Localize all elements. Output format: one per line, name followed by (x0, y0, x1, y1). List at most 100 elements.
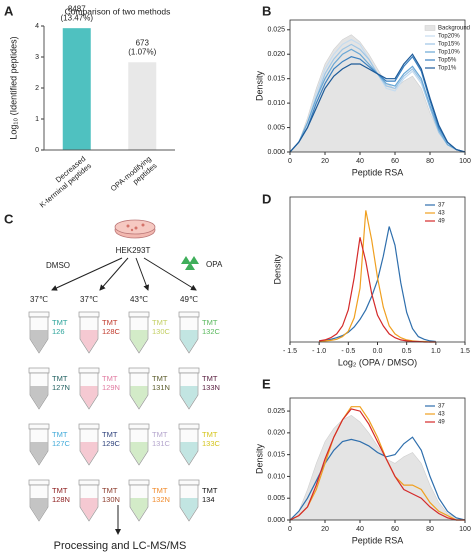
tube-label: TMT (202, 374, 218, 383)
bar-annotation: 8487 (68, 4, 86, 13)
tube-liquid (130, 442, 148, 464)
cell-dish (114, 219, 156, 239)
bar-annotation: (1.07%) (128, 47, 156, 56)
tube-cap (28, 311, 50, 318)
tube-cap (178, 479, 200, 486)
density-line (289, 53, 466, 153)
y-axis-label: Density (254, 70, 264, 101)
legend-label: Background (438, 26, 470, 32)
x-tick-label: 40 (356, 158, 364, 165)
chart-title: Comparison of two methods (65, 6, 171, 16)
legend-swatch (424, 25, 436, 31)
x-tick-label: 80 (426, 158, 434, 165)
tube-label: TMT (102, 374, 118, 383)
tube-label: 127N (52, 383, 70, 392)
tube-label: TMT (152, 486, 168, 495)
control-label: DMSO (46, 261, 70, 270)
legend-label: 43 (438, 412, 445, 418)
panel-letter: C (4, 211, 14, 226)
tube-label: 133N (202, 383, 220, 392)
cell-label: HEK293T (116, 246, 151, 255)
tube-cap (28, 479, 50, 486)
tube-liquid (180, 386, 198, 408)
y-tick-label: 0.000 (267, 149, 285, 156)
tube-label: 130C (152, 327, 171, 336)
x-axis-label: Peptide RSA (352, 167, 404, 177)
x-tick-label: 0 (288, 158, 292, 165)
legend-label: Top15% (438, 42, 460, 48)
y-tick-label: 4 (35, 23, 39, 30)
temperature-label: 37℃ (30, 295, 48, 304)
plot-frame (289, 196, 466, 343)
tube-liquid (180, 442, 198, 464)
tube-label: TMT (102, 430, 118, 439)
y-axis-label: Density (254, 443, 264, 474)
x-tick-label: 0.5 (402, 348, 412, 355)
x-tick-label: 60 (391, 526, 399, 533)
tube-label: TMT (152, 430, 168, 439)
tube-cap (128, 479, 150, 486)
tube-label: 131N (152, 383, 170, 392)
tube-liquid (80, 442, 98, 464)
plot-frame (289, 19, 466, 153)
x-axis-label: Peptide RSA (352, 535, 404, 545)
tube-label: 131C (152, 439, 171, 448)
tube-liquid (30, 330, 48, 352)
tube-label: 134 (202, 495, 215, 504)
x-tick-label: - 1.0 (312, 348, 326, 355)
tube-liquid (80, 386, 98, 408)
tube-cap (28, 423, 50, 430)
panel-letter: E (262, 376, 271, 391)
y-tick-label: 0.020 (267, 51, 285, 58)
tube-liquid (130, 386, 148, 408)
x-axis-label: Log₂ (OPA / DMSO) (338, 357, 417, 367)
temperature-label: 43℃ (130, 295, 148, 304)
x-tick-label: 0 (288, 526, 292, 533)
y-tick-label: 0.025 (267, 408, 285, 415)
x-tick-label: - 1.5 (283, 348, 297, 355)
y-axis-label: Log₁₀ (Identified peptides) (8, 36, 18, 139)
x-tick-label: 20 (321, 526, 329, 533)
y-tick-label: 0.005 (267, 495, 285, 502)
legend-label: 43 (438, 211, 445, 217)
y-tick-label: 3 (35, 54, 39, 61)
opa-icon (181, 256, 199, 270)
tube-label: TMT (52, 374, 68, 383)
tube-label: TMT (52, 430, 68, 439)
plot-frame (289, 397, 466, 521)
tube-cap (78, 311, 100, 318)
y-axis-label: Density (272, 254, 282, 285)
tube-cap (78, 479, 100, 486)
y-tick-label: 0.020 (267, 430, 285, 437)
x-tick-label: 1.0 (431, 348, 441, 355)
x-tick-label: 0.0 (373, 348, 383, 355)
tube-label: 129C (102, 439, 121, 448)
tube-cap (78, 423, 100, 430)
tube-liquid (130, 330, 148, 352)
y-tick-label: 0.015 (267, 76, 285, 83)
density-line (319, 237, 436, 343)
tube-label: 133C (202, 439, 221, 448)
tube-label: TMT (152, 318, 168, 327)
x-tick-label: 1.5 (460, 348, 470, 355)
x-tick-label: 60 (391, 158, 399, 165)
legend-label: 49 (438, 219, 445, 225)
tube-label: 132N (152, 495, 170, 504)
tube-cap (178, 311, 200, 318)
tube-cap (128, 423, 150, 430)
tube-liquid (30, 386, 48, 408)
tube-liquid (180, 330, 198, 352)
tube-label: 127C (52, 439, 71, 448)
tube-liquid (80, 330, 98, 352)
tube-cap (178, 423, 200, 430)
y-tick-label: 0.025 (267, 27, 285, 34)
density-line (289, 406, 465, 521)
tube-liquid (30, 442, 48, 464)
panel-letter: A (4, 3, 14, 18)
footer: Processing and LC-MS/MS (54, 540, 187, 552)
y-tick-label: 0.005 (267, 124, 285, 131)
legend-label: 49 (438, 420, 445, 426)
bar (62, 28, 91, 151)
legend-label: Top20% (438, 34, 460, 40)
